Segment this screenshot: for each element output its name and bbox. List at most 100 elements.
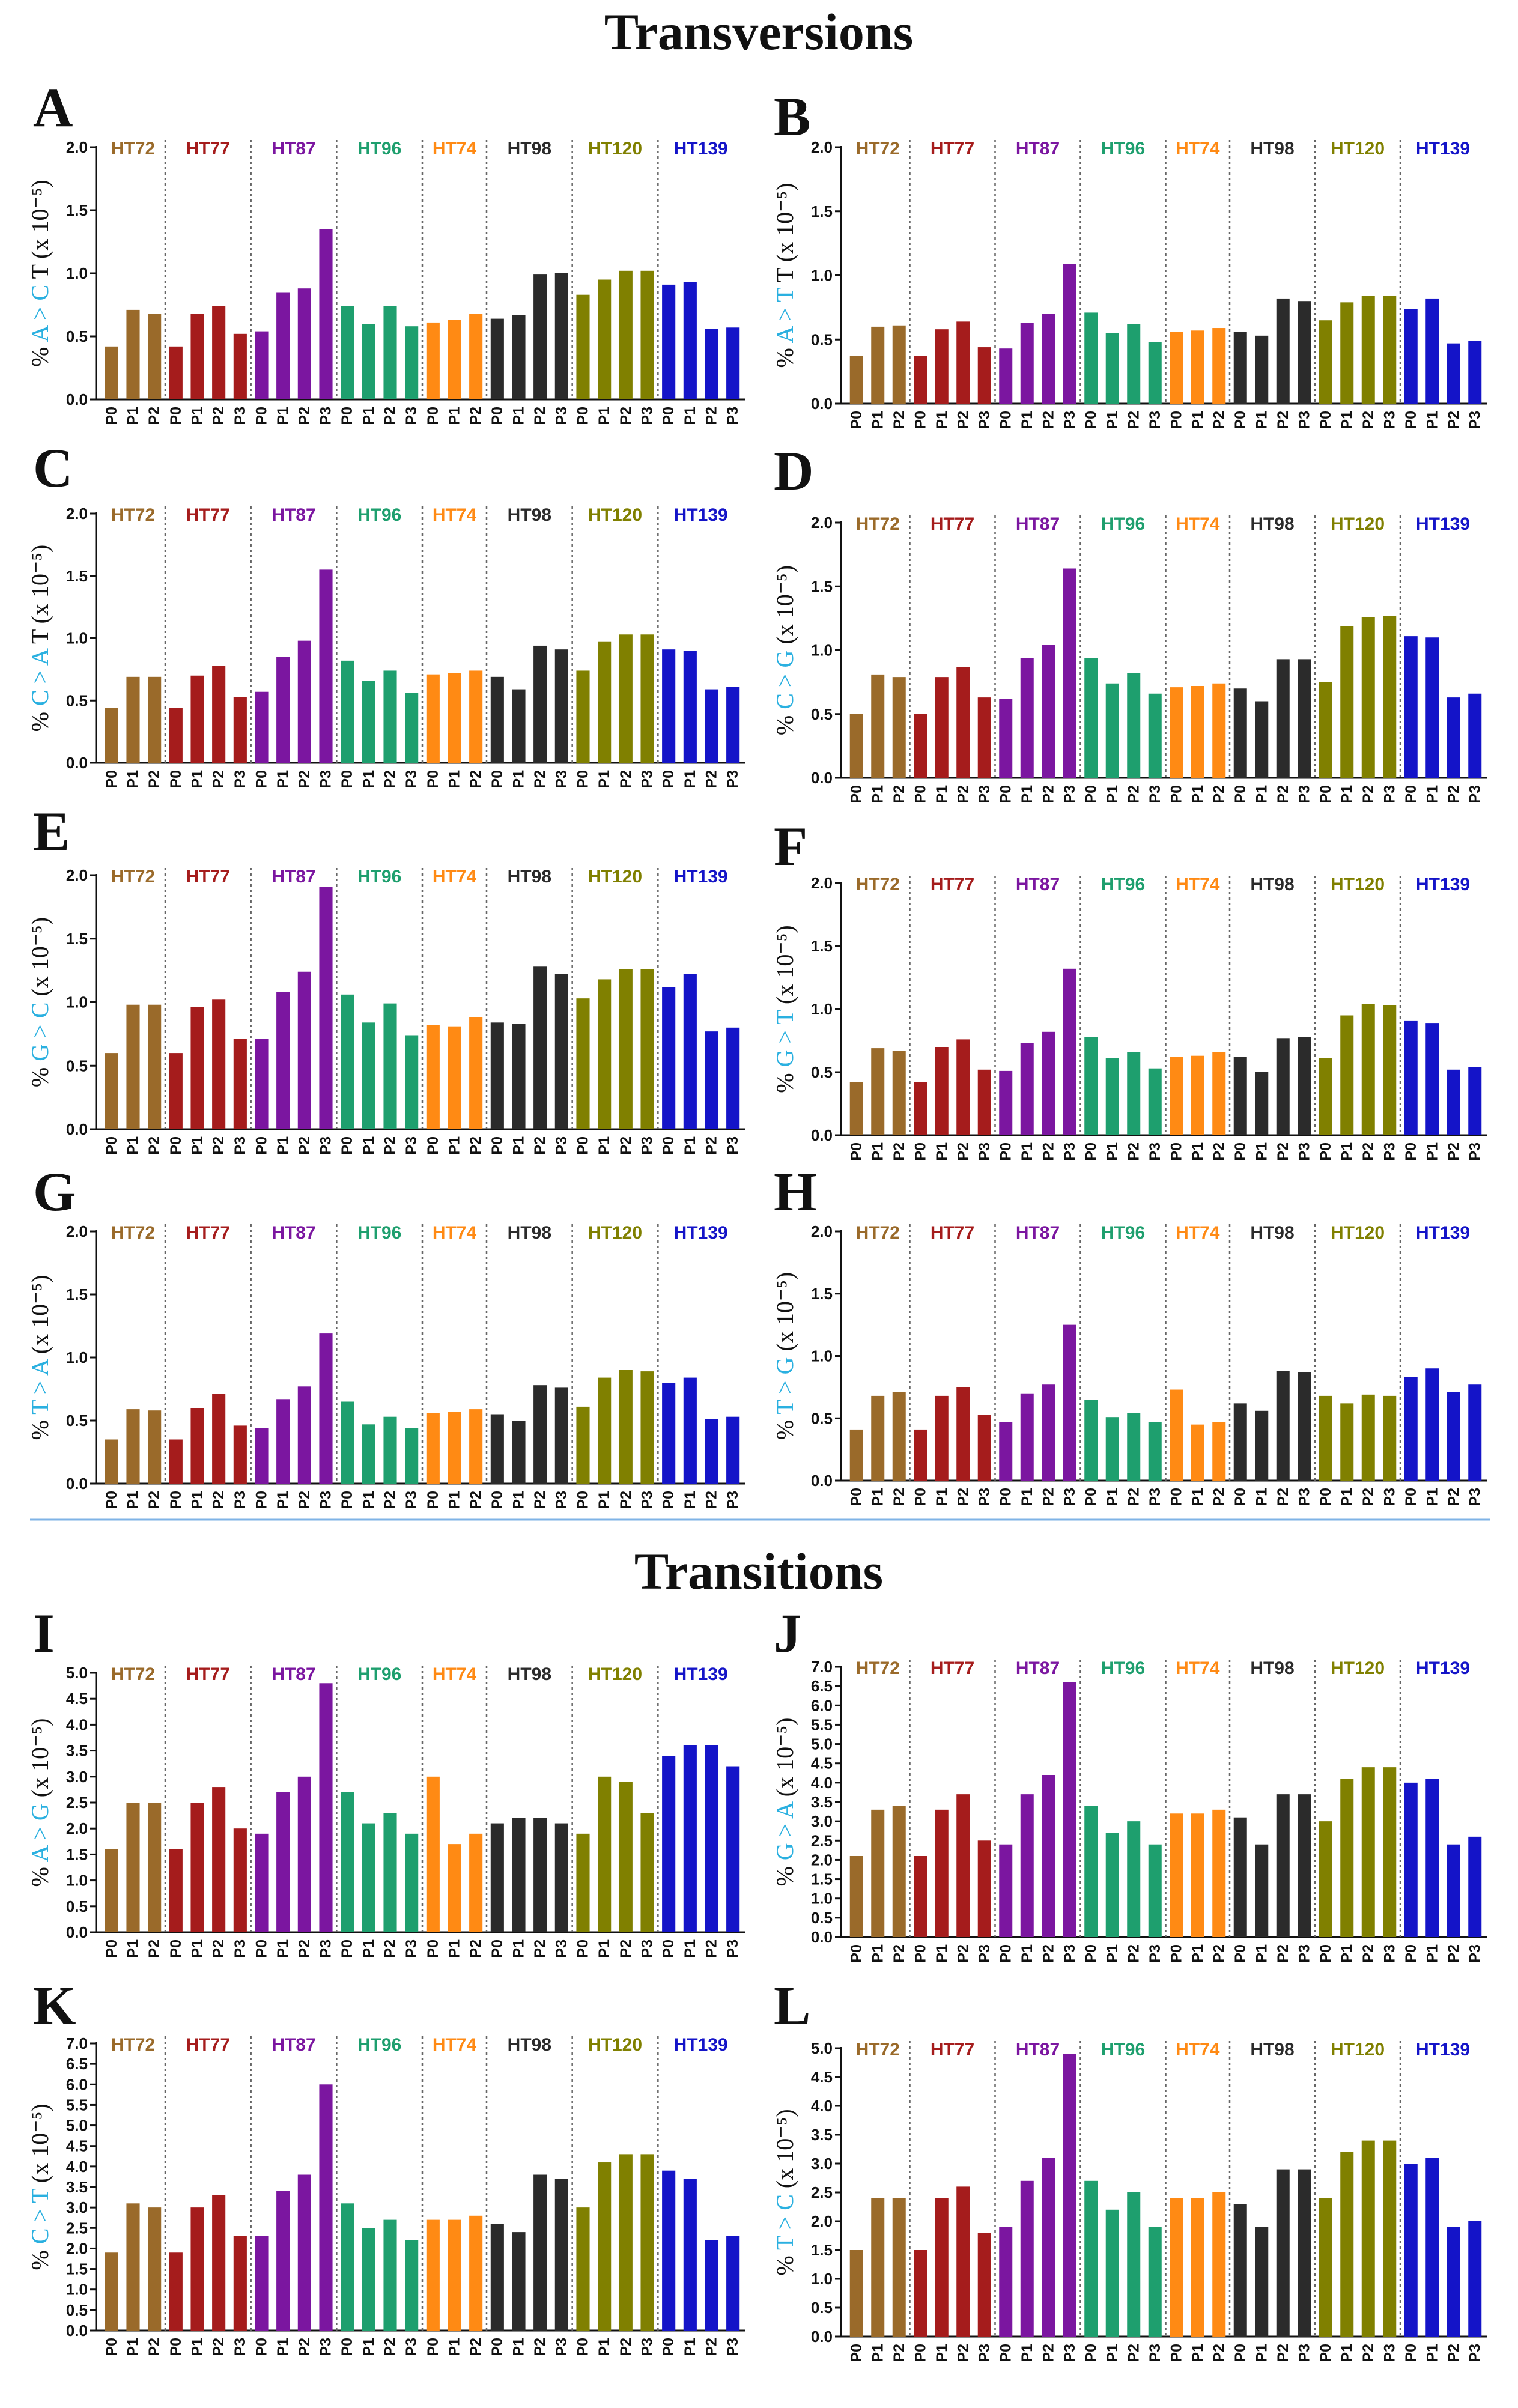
x-tick-label-b-ht120-p0: P0 <box>1317 411 1334 429</box>
bar-d-ht96-p0 <box>1084 658 1098 778</box>
x-tick-label-k-ht74-p1: P1 <box>446 2338 463 2356</box>
x-tick-label-b-ht96-p1: P1 <box>1104 411 1121 429</box>
section-title-transversions: Transversions <box>604 3 913 61</box>
x-tick-label-g-ht139-p3: P3 <box>724 1491 741 1509</box>
x-tick-label-c-ht74-p2: P2 <box>467 770 484 789</box>
bar-j-ht77-p3 <box>977 1840 991 1937</box>
x-tick-label-d-ht77-p1: P1 <box>934 785 950 804</box>
x-tick-label-f-ht96-p2: P2 <box>1125 1142 1142 1161</box>
y-tick-label-d-3: 1.5 <box>811 577 833 595</box>
y-tick-label-k-6: 3.0 <box>66 2198 88 2216</box>
bar-l-ht96-p2 <box>1127 2192 1141 2337</box>
x-tick-label-i-ht98-p3: P3 <box>553 1939 570 1958</box>
bar-c-ht74-p1 <box>448 673 461 763</box>
group-label-k-ht77: HT77 <box>186 2035 230 2055</box>
x-tick-label-i-ht120-p1: P1 <box>596 1939 613 1958</box>
group-label-c-ht74: HT74 <box>433 505 477 525</box>
x-tick-label-b-ht87-p0: P0 <box>997 411 1014 429</box>
bar-h-ht98-p1 <box>1255 1410 1269 1481</box>
bar-e-ht98-p1 <box>512 1024 526 1129</box>
y-tick-label-k-8: 4.0 <box>66 2158 88 2176</box>
x-tick-label-e-ht120-p2: P2 <box>618 1136 634 1155</box>
bar-c-ht77-p0 <box>169 708 183 763</box>
bar-h-ht77-p3 <box>977 1415 991 1481</box>
bar-k-ht72-p1 <box>126 2203 140 2331</box>
y-tick-label-c-3: 1.5 <box>66 567 88 585</box>
group-label-e-ht74: HT74 <box>433 867 477 887</box>
bar-g-ht120-p0 <box>576 1406 590 1484</box>
x-tick-label-l-ht87-p1: P1 <box>1019 2344 1036 2362</box>
x-tick-label-l-ht87-p3: P3 <box>1061 2344 1078 2362</box>
bar-f-ht87-p0 <box>999 1070 1013 1135</box>
bar-j-ht139-p1 <box>1425 1779 1439 1937</box>
x-tick-label-f-ht77-p1: P1 <box>934 1142 950 1161</box>
y-tick-label-k-13: 6.5 <box>66 2055 88 2073</box>
group-label-g-ht98: HT98 <box>508 1223 551 1243</box>
x-tick-label-c-ht139-p0: P0 <box>660 770 677 789</box>
x-tick-label-k-ht77-p2: P2 <box>210 2338 227 2356</box>
x-tick-label-j-ht139-p0: P0 <box>1403 1944 1419 1963</box>
x-tick-label-l-ht74-p2: P2 <box>1210 2344 1227 2362</box>
bar-a-ht72-p1 <box>126 309 140 399</box>
bar-c-ht77-p1 <box>190 675 204 763</box>
y-axis-label-f: % G > T (x 10⁻⁵) <box>771 925 798 1093</box>
x-tick-label-b-ht120-p1: P1 <box>1338 411 1355 429</box>
x-tick-label-b-ht87-p1: P1 <box>1019 411 1036 429</box>
bar-c-ht120-p2 <box>619 634 633 763</box>
panel-letter-e: E <box>33 801 70 862</box>
bar-f-ht139-p0 <box>1404 1020 1418 1135</box>
x-tick-label-f-ht98-p0: P0 <box>1232 1142 1249 1161</box>
bar-j-ht87-p1 <box>1020 1794 1034 1937</box>
group-label-l-ht98: HT98 <box>1250 2040 1294 2060</box>
x-tick-label-g-ht87-p3: P3 <box>318 1491 335 1509</box>
x-tick-label-g-ht120-p1: P1 <box>596 1491 613 1509</box>
bar-g-ht96-p1 <box>362 1424 375 1484</box>
bar-c-ht98-p3 <box>554 649 568 763</box>
y-tick-label-k-11: 5.5 <box>66 2096 88 2114</box>
x-tick-label-l-ht98-p3: P3 <box>1296 2344 1313 2362</box>
bar-j-ht72-p1 <box>871 1809 885 1937</box>
bar-e-ht96-p2 <box>383 1003 397 1129</box>
bar-b-ht74-p2 <box>1212 328 1226 404</box>
x-tick-label-g-ht72-p2: P2 <box>146 1491 163 1509</box>
bar-e-ht98-p3 <box>554 974 568 1129</box>
x-tick-label-b-ht72-p1: P1 <box>869 411 886 429</box>
bar-h-ht139-p2 <box>1447 1392 1460 1481</box>
bar-k-ht87-p2 <box>297 2174 311 2331</box>
y-tick-label-j-8: 4.0 <box>811 1774 833 1792</box>
bar-a-ht74-p2 <box>469 314 483 399</box>
x-tick-label-g-ht98-p0: P0 <box>489 1491 506 1509</box>
bar-e-ht72-p1 <box>126 1004 140 1129</box>
group-label-e-ht72: HT72 <box>111 867 155 887</box>
x-tick-label-a-ht77-p2: P2 <box>210 407 227 425</box>
y-tick-label-a-3: 1.5 <box>66 201 88 219</box>
bar-a-ht87-p3 <box>319 229 333 399</box>
bar-i-ht77-p3 <box>233 1828 247 1932</box>
x-tick-label-j-ht74-p1: P1 <box>1189 1944 1206 1963</box>
x-tick-label-e-ht72-p0: P0 <box>103 1136 120 1155</box>
x-tick-label-e-ht77-p0: P0 <box>168 1136 184 1155</box>
x-tick-label-i-ht77-p3: P3 <box>232 1939 249 1958</box>
y-tick-label-k-1: 0.5 <box>66 2301 88 2319</box>
bar-j-ht77-p2 <box>956 1794 970 1937</box>
panel-i: I 0.0 0.5 1.0 1.5 2.0 2.5 3.0 3.5 4.0 4.5 5.0 % A > … <box>26 1603 745 1958</box>
x-tick-label-e-ht120-p0: P0 <box>575 1136 592 1155</box>
bar-b-ht120-p3 <box>1383 296 1397 404</box>
x-tick-label-a-ht87-p0: P0 <box>254 407 270 425</box>
bar-b-ht120-p1 <box>1340 302 1354 404</box>
bar-f-ht74-p2 <box>1212 1052 1226 1135</box>
x-tick-label-a-ht98-p3: P3 <box>553 407 570 425</box>
bar-c-ht74-p0 <box>426 674 440 763</box>
group-label-f-ht120: HT120 <box>1331 875 1385 894</box>
bar-c-ht139-p2 <box>705 689 718 763</box>
bar-i-ht120-p2 <box>619 1782 633 1932</box>
x-tick-label-f-ht120-p3: P3 <box>1381 1142 1398 1161</box>
x-tick-label-b-ht96-p3: P3 <box>1147 411 1164 429</box>
panel-h: H0.00.51.01.52.0% T > G (x 10⁻⁵)P0 P1 P2HT… <box>771 1161 1487 1506</box>
bar-j-ht87-p2 <box>1042 1775 1055 1937</box>
y-tick-label-c-2: 1.0 <box>66 629 88 647</box>
bar-d-ht77-p2 <box>956 667 970 778</box>
bar-a-ht120-p0 <box>576 294 590 399</box>
y-axis-label-b: % A > T T (x 10⁻⁵) <box>771 183 798 368</box>
x-tick-label-a-ht87-p1: P1 <box>275 407 291 425</box>
